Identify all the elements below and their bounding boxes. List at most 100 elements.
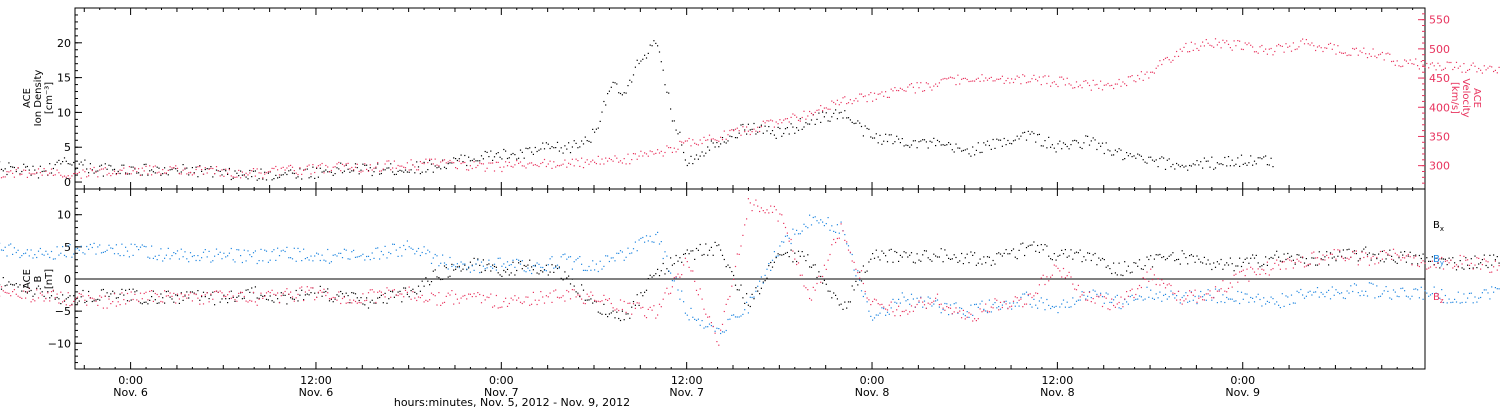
data-point bbox=[1261, 265, 1263, 267]
data-point bbox=[299, 168, 301, 170]
data-point bbox=[56, 169, 58, 171]
data-point bbox=[603, 294, 605, 296]
data-point bbox=[816, 276, 818, 279]
data-point bbox=[54, 164, 56, 166]
data-point bbox=[1478, 297, 1480, 299]
data-point bbox=[1435, 266, 1437, 269]
data-point bbox=[886, 309, 889, 311]
data-point bbox=[25, 297, 27, 299]
data-point bbox=[299, 251, 301, 253]
data-point bbox=[325, 164, 327, 167]
data-point bbox=[1372, 48, 1374, 50]
data-point bbox=[280, 292, 282, 294]
data-point bbox=[115, 244, 117, 246]
data-point bbox=[1259, 298, 1261, 301]
data-point bbox=[653, 275, 655, 277]
data-point bbox=[254, 301, 256, 303]
data-point bbox=[1077, 299, 1079, 301]
data-point bbox=[60, 163, 62, 165]
data-point bbox=[1398, 255, 1400, 257]
data-point bbox=[1224, 290, 1226, 292]
data-point bbox=[951, 313, 953, 315]
data-point bbox=[1088, 252, 1091, 254]
data-point bbox=[486, 151, 488, 153]
data-point bbox=[510, 165, 512, 167]
data-point bbox=[1020, 296, 1022, 298]
data-point bbox=[886, 96, 889, 98]
data-point bbox=[399, 293, 401, 295]
top-right-tick-label: 400 bbox=[1429, 101, 1450, 114]
data-point bbox=[859, 279, 861, 281]
data-point bbox=[1237, 157, 1239, 159]
data-point bbox=[545, 295, 547, 297]
data-point bbox=[230, 297, 232, 299]
data-point bbox=[590, 291, 592, 293]
data-point bbox=[540, 148, 542, 150]
data-point bbox=[291, 166, 294, 168]
data-point bbox=[501, 306, 503, 308]
data-point bbox=[707, 316, 709, 318]
data-point bbox=[1467, 69, 1469, 71]
data-point bbox=[1389, 254, 1391, 256]
data-point bbox=[1411, 295, 1413, 297]
data-point bbox=[1494, 259, 1496, 261]
data-point bbox=[167, 247, 169, 249]
data-point bbox=[456, 263, 458, 265]
data-point bbox=[202, 173, 205, 175]
data-point bbox=[82, 295, 84, 297]
data-point bbox=[1376, 57, 1378, 59]
data-point bbox=[1480, 296, 1482, 299]
data-point bbox=[872, 137, 874, 139]
data-point bbox=[760, 126, 762, 128]
data-point bbox=[549, 271, 551, 273]
data-point bbox=[529, 162, 531, 164]
data-point bbox=[265, 179, 268, 181]
data-point bbox=[215, 169, 218, 171]
data-point bbox=[1203, 294, 1205, 296]
data-point bbox=[1146, 71, 1148, 73]
data-point bbox=[71, 304, 73, 306]
data-point bbox=[594, 300, 596, 302]
data-point bbox=[1207, 259, 1209, 261]
data-point bbox=[1281, 260, 1283, 263]
data-point bbox=[264, 173, 266, 175]
data-point bbox=[393, 289, 395, 291]
data-point bbox=[1040, 297, 1042, 299]
data-point bbox=[169, 292, 171, 294]
data-point bbox=[645, 235, 648, 237]
data-point bbox=[519, 260, 522, 263]
data-point bbox=[675, 254, 677, 257]
data-point bbox=[260, 248, 262, 250]
data-point bbox=[592, 128, 594, 130]
data-point bbox=[388, 298, 390, 300]
data-point bbox=[1114, 83, 1116, 85]
data-point bbox=[1446, 302, 1448, 304]
data-point bbox=[1272, 166, 1274, 168]
data-point bbox=[1265, 155, 1267, 157]
data-point bbox=[1296, 254, 1298, 256]
data-point bbox=[214, 255, 216, 257]
data-point bbox=[779, 213, 781, 215]
data-point bbox=[1290, 294, 1293, 296]
data-point bbox=[186, 258, 188, 260]
data-point bbox=[1309, 263, 1311, 265]
data-point bbox=[519, 301, 522, 303]
data-point bbox=[189, 292, 192, 294]
data-point bbox=[1100, 292, 1102, 294]
data-point bbox=[184, 251, 186, 253]
data-point bbox=[1298, 254, 1300, 256]
data-point bbox=[1068, 271, 1070, 273]
data-point bbox=[60, 252, 62, 254]
data-point bbox=[614, 82, 616, 84]
data-point bbox=[23, 253, 25, 255]
data-point bbox=[110, 293, 112, 295]
data-point bbox=[1137, 153, 1139, 155]
data-point bbox=[128, 300, 130, 302]
data-point bbox=[551, 256, 553, 258]
data-point bbox=[1055, 305, 1057, 307]
data-point bbox=[473, 161, 475, 163]
data-point bbox=[881, 303, 883, 305]
data-point bbox=[238, 295, 240, 297]
data-point bbox=[1287, 296, 1289, 298]
data-point bbox=[432, 270, 434, 272]
